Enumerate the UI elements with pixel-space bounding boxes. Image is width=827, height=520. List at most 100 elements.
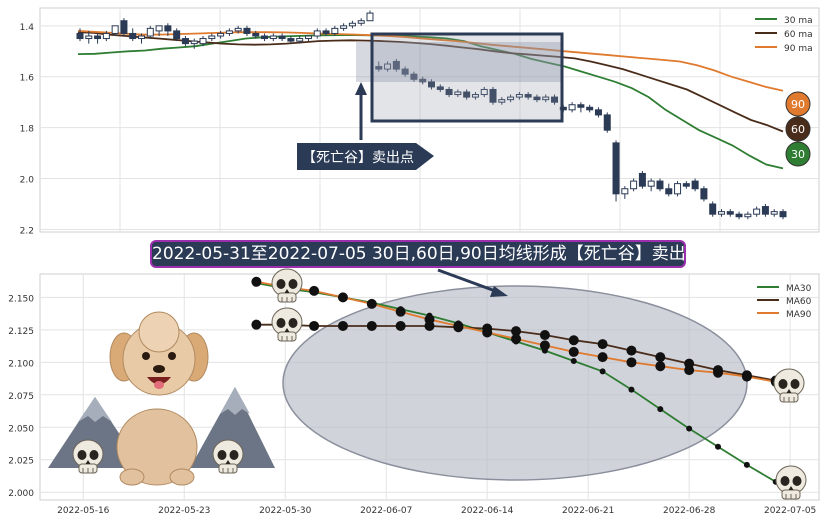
callout-label: 【死亡谷】卖出点 — [302, 150, 414, 166]
series-point-MA60 — [655, 352, 666, 363]
badge-60 — [785, 116, 811, 142]
candle-down — [181, 38, 189, 45]
candle-down — [551, 96, 559, 103]
bottom-y-tick-label: 2.025 — [8, 457, 34, 467]
candle-down — [638, 172, 646, 187]
candle-down — [665, 188, 673, 195]
series-point-MA90 — [424, 314, 435, 325]
badge-30-label: 30 — [791, 148, 805, 161]
candle-up — [304, 35, 312, 40]
series-point-MA90 — [568, 346, 579, 357]
bottom-x-tick-labels: 2022-05-16 2022-05-23 2022-05-30 2022-06-07… — [57, 506, 816, 516]
candle-down — [779, 211, 787, 218]
candle-down — [603, 114, 611, 131]
candle-up — [568, 104, 576, 111]
candle-up — [208, 35, 216, 40]
callout-label-bg — [297, 143, 434, 170]
poodle-nose — [153, 365, 165, 373]
badge-90-label: 90 — [791, 98, 805, 111]
candle-up — [102, 32, 110, 40]
series-point-MA60 — [597, 339, 608, 350]
series-point-MA60 — [337, 320, 348, 331]
moving-average-line-chart: 2.000 2.025 2.050 2.075 2.100 2.125 2.150 2022… — [8, 268, 820, 516]
bottom-legend: MA30 MA60 MA90 — [757, 284, 812, 320]
ma-line-90ma — [77, 30, 784, 92]
highlight-ellipse — [282, 285, 748, 481]
top-y-tick-label: 1.8 — [20, 125, 35, 135]
banner-pointer-head — [490, 286, 508, 297]
bottom-x-tick-label: 2022-05-16 — [57, 506, 110, 516]
series-point-MA60 — [511, 326, 522, 337]
poodle-eye-right — [168, 352, 176, 360]
candle-up — [515, 94, 523, 98]
candle-up — [753, 208, 761, 215]
candle-up — [621, 188, 629, 195]
legend-label-30ma: 30 ma — [784, 16, 813, 26]
series-point-MA60 — [309, 320, 320, 331]
bottom-y-tick-label: 2.125 — [8, 327, 34, 337]
badge-90 — [785, 91, 811, 117]
series-point-MA90 — [337, 292, 348, 303]
series-point-MA90 — [366, 298, 377, 309]
candle-up — [717, 211, 725, 215]
top-y-tick-label: 2.0 — [20, 176, 35, 186]
series-point-MA90 — [309, 285, 320, 296]
top-y-tick-label: 1.6 — [20, 74, 35, 84]
candle-up — [190, 40, 198, 45]
bottom-y-tick-label: 2.050 — [8, 424, 34, 434]
candle-up — [454, 91, 462, 96]
candle-up — [357, 20, 365, 24]
series-point-MA90 — [655, 361, 666, 372]
series-point-MA90 — [684, 365, 695, 376]
series-point-MA90 — [626, 357, 637, 368]
legend-label-MA60: MA60 — [786, 297, 812, 307]
legend-label-MA30: MA30 — [786, 284, 812, 294]
candles — [76, 10, 787, 220]
candle-down — [735, 213, 743, 218]
bottom-y-tick-label: 2.075 — [8, 392, 34, 402]
series-point-MA60 — [568, 335, 579, 346]
top-y-tick-labels: 2.2 2.0 1.8 1.6 1.4 — [20, 23, 35, 237]
poodle-mouth — [147, 377, 171, 385]
bottom-x-tick-label: 2022-05-30 — [259, 506, 312, 516]
candle-down — [682, 183, 690, 187]
series-point-MA60 — [395, 320, 406, 331]
death-valley-highlight-box — [370, 32, 564, 123]
right-mountain-snow — [220, 387, 250, 415]
candle-up — [331, 27, 339, 34]
right-mountain-shape — [190, 387, 275, 468]
bottom-x-tick-label: 2022-06-07 — [360, 506, 412, 516]
candle-down — [594, 109, 602, 116]
candle-up — [471, 94, 479, 98]
candle-up — [313, 30, 321, 37]
candle-up — [138, 35, 146, 40]
candle-up — [348, 22, 356, 27]
candle-up — [111, 25, 119, 34]
series-point-MA30 — [743, 461, 750, 468]
bottom-y-tick-label: 2.100 — [8, 359, 34, 369]
series-point-MA30 — [628, 386, 635, 393]
candle-down — [656, 180, 664, 190]
candlestick-chart: 2.2 2.0 1.8 1.6 1.4 【死亡谷】卖出点 30 ma 60 ma 90 … — [20, 7, 820, 237]
candle-down — [586, 106, 594, 111]
candle-down — [428, 81, 435, 88]
poodle-body — [116, 408, 198, 486]
candle-down — [129, 32, 137, 40]
poodle-mountains-illustration — [48, 311, 275, 486]
series-point-MA90 — [741, 371, 752, 382]
left-mountain-snow — [78, 397, 112, 422]
candle-down — [709, 203, 717, 215]
series-point-MA60 — [539, 330, 550, 341]
series-point-MA30 — [599, 368, 606, 375]
candle-down — [726, 211, 734, 215]
candle-down — [410, 73, 418, 80]
candle-down — [76, 32, 84, 40]
bottom-x-tick-label: 2022-07-05 — [764, 506, 816, 516]
candle-up — [770, 211, 778, 215]
candle-up — [507, 96, 515, 101]
candle-down — [243, 27, 251, 34]
candle-up — [366, 12, 374, 22]
candle-up — [630, 180, 638, 190]
candle-down — [261, 35, 269, 40]
series-point-MA30 — [570, 358, 577, 365]
